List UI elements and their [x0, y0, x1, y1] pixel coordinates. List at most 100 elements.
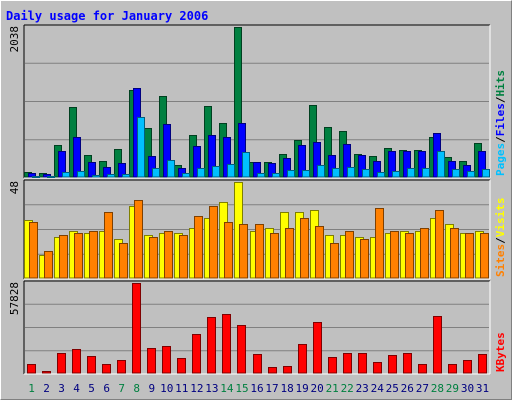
- bar-pages-day-17: [272, 173, 280, 178]
- x-tick-label: 28: [431, 382, 444, 395]
- bar-sites-day-9: [149, 237, 158, 279]
- bar-pages-day-28: [437, 151, 445, 178]
- bar-pages-day-14: [227, 164, 235, 178]
- bar-kbytes-day-26: [403, 353, 412, 374]
- bar-sites-day-12: [194, 216, 203, 279]
- bar-sites-day-24: [375, 208, 384, 279]
- legend-entry: KBytes: [494, 332, 507, 372]
- bar-kbytes-day-20: [313, 322, 322, 374]
- bar-files-day-5: [88, 162, 96, 178]
- x-tick-label: 8: [133, 382, 140, 395]
- bar-pages-day-26: [407, 168, 415, 178]
- bar-kbytes-day-17: [268, 367, 277, 374]
- bar-pages-day-21: [332, 168, 340, 178]
- x-tick-label: 9: [148, 382, 155, 395]
- series-pages: [32, 117, 490, 178]
- x-tick-label: 10: [160, 382, 173, 395]
- chart-panels: 2038Pages/Files/Hits48Sites/Visits57828K…: [8, 24, 507, 375]
- legend-entry: /: [494, 96, 507, 103]
- bar-sites-day-17: [270, 233, 279, 279]
- x-tick-label: 27: [416, 382, 429, 395]
- bar-pages-day-13: [212, 166, 220, 178]
- bar-pages-day-27: [422, 168, 430, 178]
- bar-sites-day-28: [435, 210, 444, 279]
- bar-sites-day-31: [480, 233, 489, 279]
- x-tick-label: 11: [175, 382, 188, 395]
- x-tick-label: 22: [341, 382, 354, 395]
- bar-kbytes-day-6: [102, 364, 111, 374]
- legend-entry: Sites: [494, 244, 507, 277]
- bar-kbytes-day-2: [42, 371, 51, 374]
- bar-sites-day-15: [239, 224, 248, 279]
- bar-kbytes-day-23: [358, 353, 367, 374]
- bar-pages-day-23: [362, 169, 370, 178]
- bar-pages-day-24: [377, 172, 385, 178]
- series-kbytes: [27, 283, 487, 374]
- bar-kbytes-day-18: [283, 366, 292, 374]
- bar-kbytes-day-8: [132, 283, 141, 374]
- x-axis-labels: 1 2 3 4 5 6 7 8 9 10 11 12 13 14 15 16 17 18 19 20 21 22 23 24 2…: [28, 382, 489, 395]
- bar-kbytes-day-29: [448, 364, 457, 374]
- bar-kbytes-day-1: [27, 364, 36, 374]
- x-tick-label: 31: [476, 382, 489, 395]
- x-tick-label: 7: [118, 382, 125, 395]
- bar-pages-day-15: [242, 152, 250, 178]
- panel-visitors: 48 Sites/Visits: [8, 179, 507, 280]
- bar-pages-day-25: [392, 171, 400, 178]
- x-tick-label: 4: [73, 382, 80, 395]
- legend-entry: Files: [494, 103, 507, 136]
- y-max-label: 48: [8, 181, 21, 194]
- bar-sites-day-8: [134, 200, 143, 279]
- bar-sites-day-26: [405, 233, 414, 279]
- legend-entry: /: [494, 237, 507, 244]
- bar-sites-day-22: [345, 231, 354, 279]
- x-tick-label: 13: [205, 382, 218, 395]
- bar-kbytes-day-22: [343, 353, 352, 374]
- bar-pages-day-12: [197, 168, 205, 178]
- bar-kbytes-day-27: [418, 364, 427, 374]
- x-tick-label: 24: [371, 382, 385, 395]
- y-max-label: 57828: [8, 282, 21, 315]
- bar-kbytes-day-9: [147, 348, 156, 374]
- bar-kbytes-day-15: [237, 325, 246, 374]
- bar-sites-day-11: [179, 235, 188, 279]
- x-tick-label: 19: [295, 382, 308, 395]
- x-tick-label: 23: [356, 382, 369, 395]
- x-tick-label: 20: [310, 382, 323, 395]
- bar-kbytes-day-24: [373, 362, 382, 374]
- bar-sites-day-6: [104, 212, 113, 279]
- bar-pages-day-7: [122, 174, 130, 178]
- bar-kbytes-day-14: [222, 314, 231, 374]
- bar-sites-day-29: [450, 228, 459, 279]
- x-tick-label: 12: [190, 382, 203, 395]
- bar-sites-day-10: [164, 231, 173, 279]
- bar-kbytes-day-5: [87, 356, 96, 374]
- bar-kbytes-day-3: [57, 353, 66, 374]
- bar-pages-day-3: [62, 172, 70, 178]
- x-tick-label: 3: [58, 382, 65, 395]
- legend-entry: Visits: [494, 198, 507, 238]
- bar-pages-day-9: [152, 168, 160, 178]
- legend-usage: Pages/Files/Hits: [494, 70, 507, 176]
- bar-kbytes-day-11: [177, 358, 186, 374]
- bar-sites-day-16: [255, 224, 264, 279]
- bar-sites-day-14: [224, 222, 233, 279]
- x-tick-label: 29: [446, 382, 459, 395]
- series-sites: [29, 200, 489, 279]
- bar-kbytes-day-7: [117, 360, 126, 374]
- bar-kbytes-day-19: [298, 344, 307, 374]
- bar-sites-day-30: [465, 233, 474, 279]
- x-tick-label: 1: [28, 382, 35, 395]
- bar-kbytes-day-16: [253, 354, 262, 374]
- bar-pages-day-4: [77, 171, 85, 178]
- bar-pages-day-18: [287, 170, 295, 178]
- legend-entry: /: [494, 136, 507, 143]
- bar-sites-day-23: [360, 239, 369, 279]
- bar-pages-day-16: [257, 173, 265, 178]
- bar-pages-day-29: [452, 169, 460, 178]
- bar-sites-day-4: [74, 233, 83, 279]
- x-tick-label: 14: [220, 382, 234, 395]
- bar-pages-day-31: [482, 169, 490, 178]
